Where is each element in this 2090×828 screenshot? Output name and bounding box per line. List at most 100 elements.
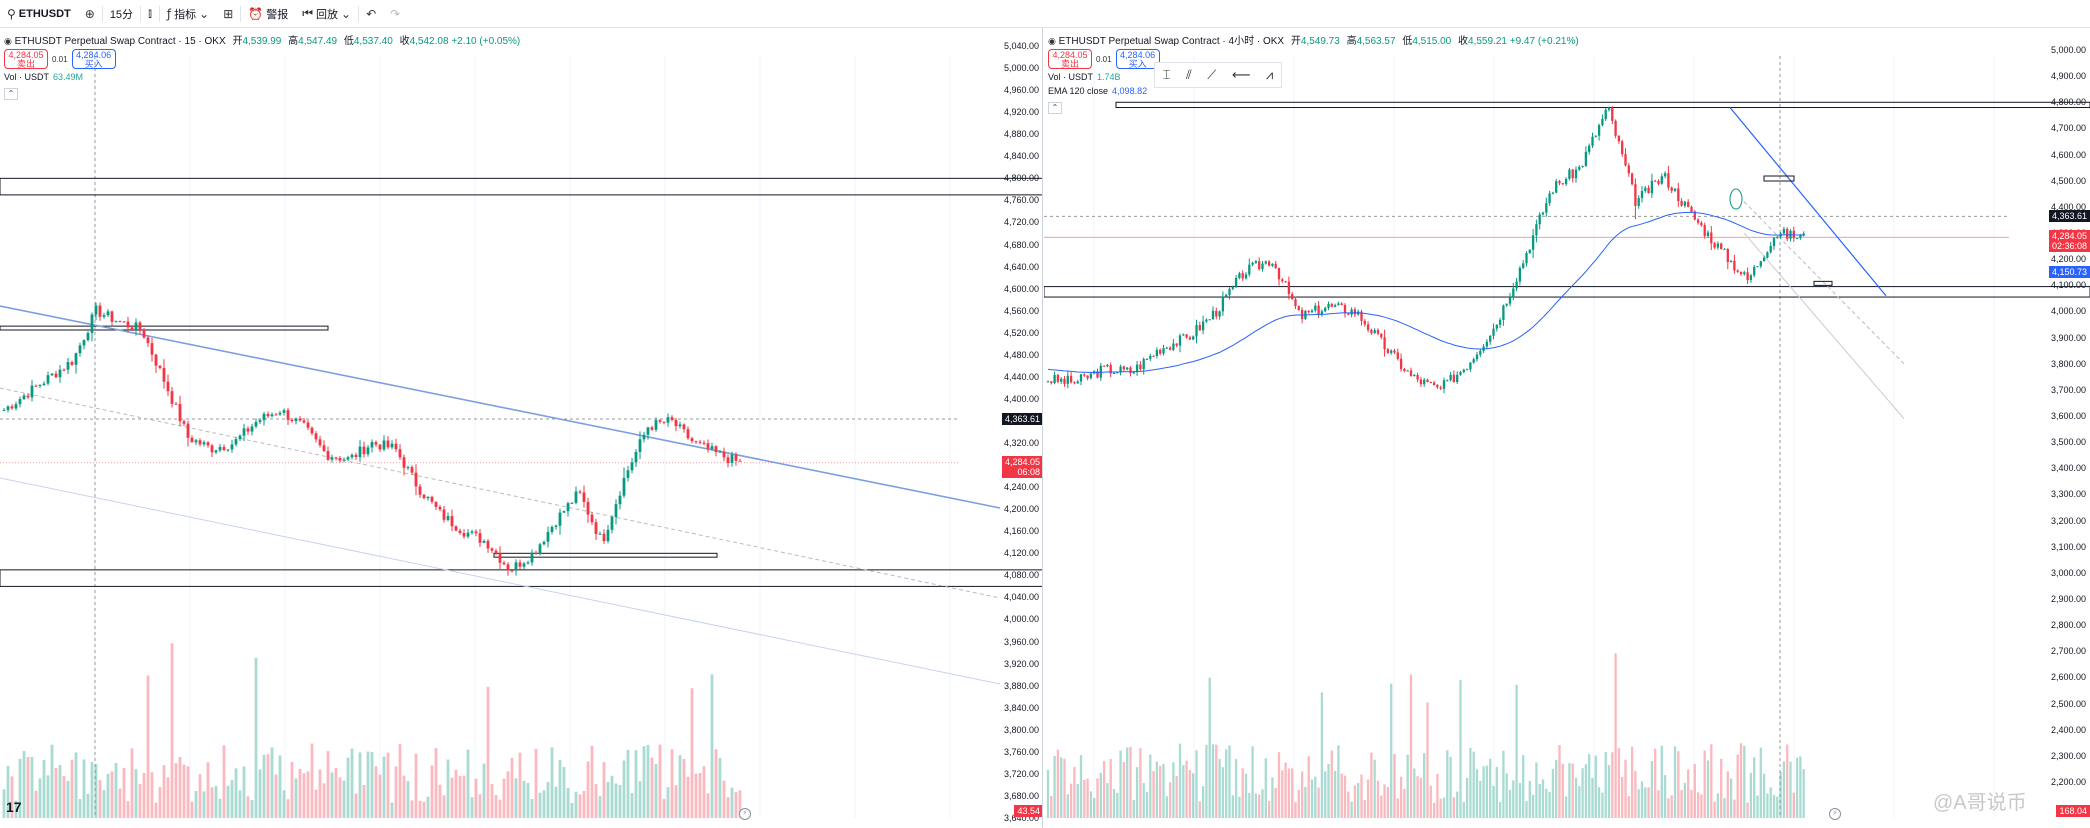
volume-bar xyxy=(494,794,498,818)
top-toolbar: ⚲ ETHUSDT ⊕ 15分 ⫾ ƒ 指标 ⌄ ⊞ ⏰ 警报 ⏮ 回放 ⌄ ↶… xyxy=(0,0,2090,28)
candle-body xyxy=(466,532,470,537)
volume-bar xyxy=(538,792,542,818)
candle-body xyxy=(74,353,78,365)
candle-body xyxy=(82,340,86,346)
collapse-legend-button[interactable]: ⌃ xyxy=(4,88,18,100)
candle-body xyxy=(290,419,294,422)
volume-bar xyxy=(1376,780,1380,818)
candle-body xyxy=(1185,334,1188,338)
volume-bar xyxy=(1769,787,1772,818)
candle-body xyxy=(58,369,62,378)
candle-body xyxy=(1386,349,1390,353)
sell-button[interactable]: 4,284.05 卖出 xyxy=(1048,49,1092,69)
candle-body xyxy=(166,381,170,392)
volume-bar xyxy=(1050,795,1053,818)
candle-body xyxy=(614,504,618,517)
collapse-legend-button[interactable]: ⌃ xyxy=(1048,102,1062,114)
candle-body xyxy=(502,562,506,565)
volume-bar xyxy=(1122,762,1126,818)
buy-button[interactable]: 4,284.06 买入 xyxy=(1115,49,1160,69)
candle-body xyxy=(1099,365,1102,378)
candle-body xyxy=(306,422,310,428)
buy-button[interactable]: 4,284.06 买入 xyxy=(71,49,116,69)
volume-bar xyxy=(646,744,650,818)
volume-bar xyxy=(1310,779,1314,818)
alerts-button[interactable]: ⏰ 警报 xyxy=(241,0,295,28)
lightning-icon[interactable]: ⚡ xyxy=(1829,808,1841,820)
price-axis-4h[interactable]: 5,000.00 4,900.00 4,800.00 4,700.00 4,600.00… xyxy=(2009,28,2090,828)
candle-body xyxy=(178,404,182,422)
price-axis-tick: 2,600.00 xyxy=(2050,672,2086,683)
volume-bar xyxy=(1201,786,1205,818)
price-axis-15m[interactable]: 5,040.00 5,000.00 4,960.00 4,920.00 4,880.00… xyxy=(958,28,1042,828)
volume-bar xyxy=(122,767,126,818)
symbol-search[interactable]: ⚲ ETHUSDT xyxy=(0,0,78,28)
volume-bar xyxy=(378,774,382,818)
volume-bar xyxy=(1419,777,1423,818)
chart-type-button[interactable]: ⫾ xyxy=(141,0,159,28)
chart-pane-4h[interactable]: ◉ ETHUSDT Perpetual Swap Contract · 4小时 … xyxy=(1044,28,2090,828)
candle-body xyxy=(1782,229,1786,234)
ema-value: 4,098.82 xyxy=(1112,86,1148,96)
candle-body xyxy=(1518,268,1522,282)
volume-bar xyxy=(1581,768,1584,818)
arrow-left-tool-icon[interactable]: ⟵ xyxy=(1231,67,1251,82)
volume-bar xyxy=(1766,793,1769,818)
drawing-toolbar: ⌶ ⫽ ⟋ ⟵ ⩘ xyxy=(1154,62,1282,88)
candle-body xyxy=(318,439,322,446)
price-chart-15m[interactable] xyxy=(0,28,1043,828)
volume-bar xyxy=(1079,755,1083,818)
volume-bar xyxy=(1756,795,1759,818)
candle-body xyxy=(1508,297,1512,304)
low-value: 4,537.40 xyxy=(353,36,393,47)
volume-bar xyxy=(282,790,286,818)
candle-body xyxy=(1380,333,1383,338)
volume-bar xyxy=(430,765,434,818)
candle-body xyxy=(562,511,566,513)
candle-body xyxy=(142,329,146,338)
candle-body xyxy=(382,440,386,450)
candle-body xyxy=(1254,261,1258,263)
ray-tool-icon[interactable]: ⟋ xyxy=(1207,67,1217,82)
candle-body xyxy=(1324,307,1327,312)
volume-bar xyxy=(1650,761,1654,818)
volume-bar xyxy=(1683,782,1687,818)
candle-body xyxy=(1373,330,1376,334)
candle-body xyxy=(1363,320,1366,325)
redo-button[interactable]: ↷ xyxy=(383,0,407,28)
candle-body xyxy=(454,526,458,531)
candle-body xyxy=(1515,281,1518,289)
volume-bar xyxy=(486,686,490,818)
trend-line-tool-icon[interactable]: ⫽ xyxy=(1185,67,1192,82)
candle-body xyxy=(222,446,226,450)
sell-button[interactable]: 4,284.05 卖出 xyxy=(4,49,48,69)
candle-body xyxy=(1624,154,1627,166)
undo-button[interactable]: ↶ xyxy=(359,0,383,28)
volume-bar xyxy=(130,748,134,818)
candle-body xyxy=(598,533,602,535)
price-axis-tick: 3,000.00 xyxy=(2050,567,2086,578)
candle-body xyxy=(366,447,370,455)
chart-pane-15m[interactable]: ◉ ETHUSDT Perpetual Swap Contract · 15 ·… xyxy=(0,28,1043,828)
add-symbol-button[interactable]: ⊕ xyxy=(78,0,102,28)
lightning-icon[interactable]: ⚡ xyxy=(739,808,751,820)
candle-body xyxy=(1205,319,1208,322)
path-tool-icon[interactable]: ⩘ xyxy=(1265,67,1274,82)
candle-body xyxy=(282,410,286,413)
candle-body xyxy=(138,322,142,330)
high-value: 4,547.49 xyxy=(298,36,338,47)
layouts-button[interactable]: ⊞ xyxy=(216,0,240,28)
volume-bar xyxy=(106,773,110,818)
price-chart-4h[interactable] xyxy=(1044,28,2090,828)
candle-body xyxy=(1574,169,1578,179)
volume-bar xyxy=(502,778,506,818)
candle-body xyxy=(406,467,410,469)
cursor-tool-icon[interactable]: ⌶ xyxy=(1162,67,1171,82)
volume-bar xyxy=(1601,792,1604,818)
candle-body xyxy=(586,501,590,515)
candle-body xyxy=(314,433,318,440)
indicators-button[interactable]: ƒ 指标 ⌄ xyxy=(160,0,216,28)
replay-button[interactable]: ⏮ 回放 ⌄ xyxy=(295,0,358,28)
volume-bar xyxy=(1432,802,1436,818)
interval-button[interactable]: 15分 xyxy=(103,0,140,28)
